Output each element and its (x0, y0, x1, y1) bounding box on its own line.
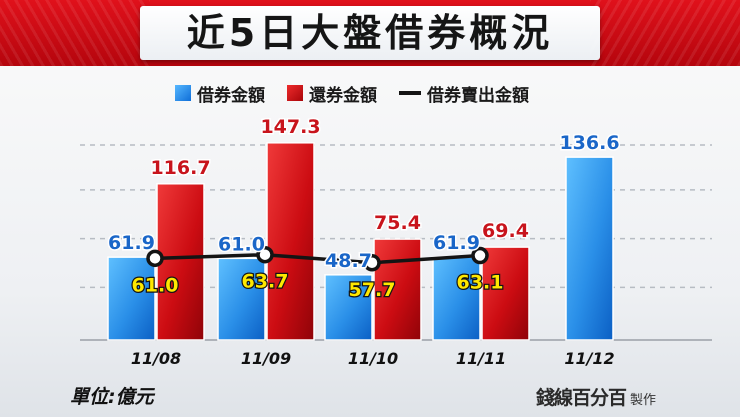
unit-label: 單位:億元 (70, 386, 154, 408)
data-label-return: 116.7 (150, 157, 210, 179)
legend-swatch-line (399, 91, 421, 95)
legend-label-return: 還券金額 (309, 85, 377, 106)
data-label-lend: 61.9 (433, 232, 480, 254)
chart-title: 近5日大盤借券概況 (186, 11, 554, 55)
bar-return (481, 246, 530, 341)
bar-lend (217, 257, 266, 341)
data-label-return: 75.4 (374, 212, 421, 234)
point-short-sell (471, 246, 489, 265)
legend-item-return: 還券金額 (287, 81, 377, 106)
data-label-lend: 48.7 (325, 250, 372, 272)
x-tick-label: 11/09 (241, 349, 291, 368)
bar-lend (324, 274, 373, 341)
legend-label-short-sell: 借券賣出金額 (427, 85, 529, 106)
watermark: 錢線百分百 製作 (536, 383, 656, 410)
title-band: 近5日大盤借券概況 (0, 0, 740, 66)
legend-swatch-red (287, 85, 303, 101)
point-short-sell (363, 254, 381, 272)
x-tick-label: 11/08 (131, 349, 181, 368)
watermark-suffix: 製作 (630, 393, 657, 408)
x-tick-label: 11/12 (564, 349, 614, 368)
legend-label-lend: 借券金額 (197, 85, 265, 106)
data-label-short-sell: 61.0 (132, 274, 179, 296)
legend-item-lend: 借券金額 (175, 81, 265, 106)
point-short-sell (146, 249, 164, 268)
watermark-brand: 錢線百分百 (536, 387, 627, 409)
bar-return (266, 142, 315, 341)
data-label-lend: 136.6 (559, 132, 619, 154)
legend-swatch-blue (175, 85, 191, 101)
bar-lend (432, 256, 481, 341)
data-label-lend: 61.0 (218, 233, 265, 255)
bar-return (373, 238, 422, 341)
data-label-return: 147.3 (260, 116, 320, 138)
title-box: 近5日大盤借券概況 (140, 6, 600, 60)
bar-lend (107, 256, 156, 341)
x-tick-label: 11/10 (348, 349, 398, 368)
legend: 借券金額 還券金額 借券賣出金額 (175, 81, 529, 106)
data-label-short-sell: 63.1 (457, 272, 504, 294)
data-label-short-sell: 57.7 (349, 279, 396, 301)
data-label-lend: 61.9 (108, 232, 155, 254)
data-label-short-sell: 63.7 (242, 271, 289, 293)
line-short-sell (154, 252, 481, 265)
x-tick-label: 11/11 (456, 349, 506, 368)
bar-lend (565, 156, 614, 341)
point-short-sell (256, 245, 274, 264)
data-label-return: 69.4 (482, 220, 529, 242)
legend-item-short-sell: 借券賣出金額 (399, 81, 529, 106)
bar-return (156, 183, 205, 341)
